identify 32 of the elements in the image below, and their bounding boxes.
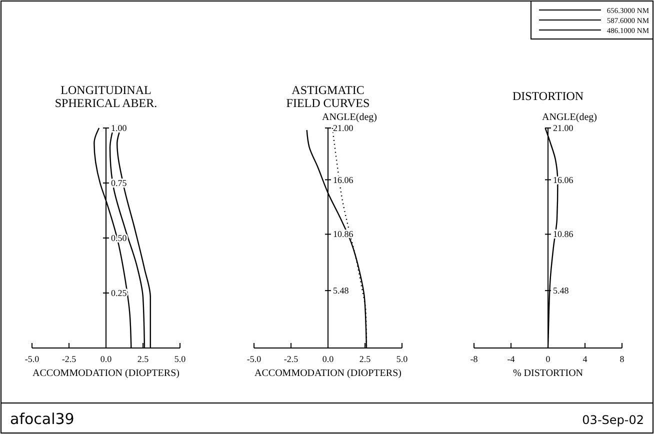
x-tick-label: -4	[507, 354, 516, 364]
x-tick-label: 5.0	[396, 354, 408, 364]
x-tick-label: -5.0	[246, 354, 262, 364]
y-tick-label: 0.25	[111, 288, 128, 298]
chart-title: DISTORTION	[512, 89, 584, 103]
y-tick-label: 21.00	[333, 123, 354, 133]
x-tick-label: 2.5	[359, 354, 372, 364]
x-axis-title: ACCOMMODATION (DIOPTERS)	[254, 368, 402, 379]
x-tick-label: 0.0	[100, 354, 112, 364]
x-tick-label: -2.5	[62, 354, 77, 364]
y-tick-label: 5.48	[553, 286, 570, 296]
x-tick-label: 2.5	[137, 354, 150, 364]
x-tick-label: 8	[620, 354, 625, 364]
y-axis-title: ANGLE(deg)	[542, 112, 597, 123]
chart-title: ASTIGMATIC FIELD CURVES	[286, 83, 370, 110]
text: 03-Sep-02	[582, 413, 644, 427]
x-axis-title: ACCOMMODATION (DIOPTERS)	[32, 368, 180, 379]
x-tick-label: -8	[470, 354, 478, 364]
y-tick-label: 5.48	[333, 286, 350, 296]
y-axis-title: ANGLE(deg)	[322, 112, 377, 123]
x-tick-label: 5.0	[174, 354, 186, 364]
y-tick-label: 16.06	[333, 174, 354, 185]
chart-title: LONGITUDINAL SPHERICAL ABER.	[54, 83, 158, 110]
x-tick-label: 0	[546, 354, 551, 364]
y-tick-label: 21.00	[553, 123, 574, 133]
x-axis-title: % DISTORTION	[512, 368, 584, 379]
x-tick-label: 4	[582, 354, 588, 364]
x-tick-label: -5.0	[24, 354, 40, 364]
x-tick-label: -2.5	[284, 354, 299, 364]
y-tick-label: 1.00	[111, 123, 128, 133]
text: afocal39	[10, 410, 74, 428]
x-tick-label: 0.0	[322, 354, 334, 364]
